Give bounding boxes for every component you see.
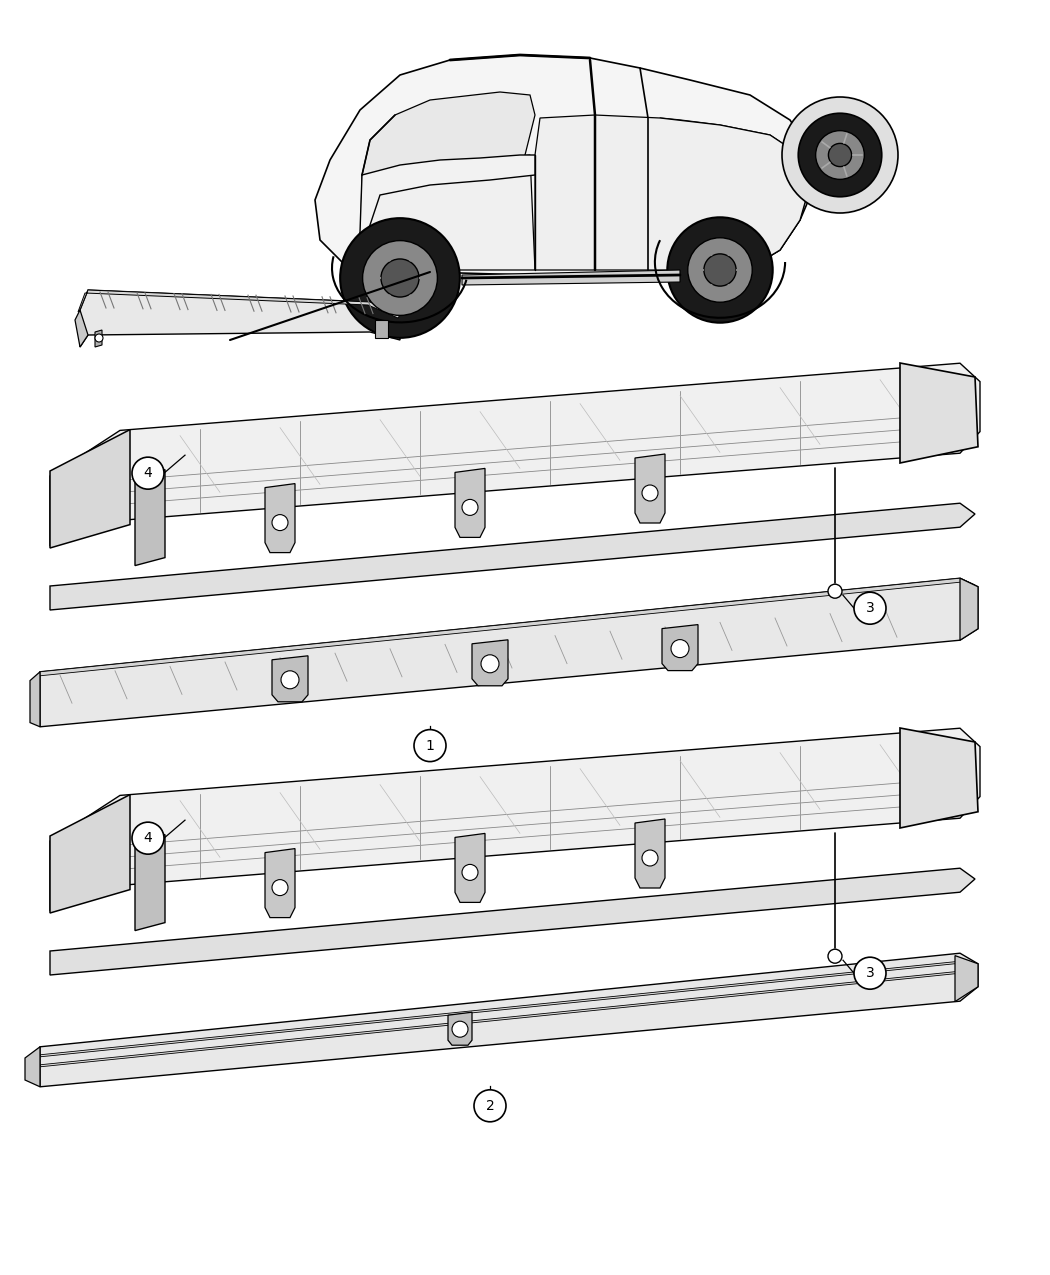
Polygon shape: [30, 672, 40, 727]
Circle shape: [668, 217, 773, 323]
Polygon shape: [50, 363, 980, 546]
Circle shape: [132, 822, 164, 854]
Circle shape: [94, 334, 103, 342]
Polygon shape: [75, 310, 88, 347]
Circle shape: [642, 484, 658, 501]
Polygon shape: [50, 794, 130, 913]
Polygon shape: [50, 728, 980, 912]
Circle shape: [671, 640, 689, 658]
Polygon shape: [25, 1047, 40, 1086]
Polygon shape: [455, 834, 485, 903]
Polygon shape: [40, 961, 961, 1057]
Polygon shape: [40, 954, 978, 1086]
Polygon shape: [536, 115, 810, 270]
Circle shape: [782, 97, 898, 213]
Polygon shape: [40, 578, 975, 676]
Circle shape: [362, 241, 438, 315]
Polygon shape: [50, 504, 975, 609]
Circle shape: [828, 584, 842, 598]
Circle shape: [452, 1021, 468, 1037]
Polygon shape: [455, 468, 485, 537]
Circle shape: [688, 237, 752, 302]
Circle shape: [854, 592, 886, 625]
Circle shape: [132, 458, 164, 490]
Circle shape: [462, 500, 478, 515]
Polygon shape: [265, 849, 295, 918]
Polygon shape: [362, 92, 536, 185]
Circle shape: [704, 254, 736, 286]
Circle shape: [798, 113, 882, 196]
Text: 4: 4: [144, 467, 152, 481]
Circle shape: [281, 671, 299, 688]
Polygon shape: [448, 1012, 472, 1046]
Text: 1: 1: [425, 738, 435, 752]
Polygon shape: [635, 819, 665, 887]
Polygon shape: [360, 156, 536, 270]
Polygon shape: [956, 955, 978, 1002]
Polygon shape: [94, 330, 102, 347]
Circle shape: [462, 864, 478, 881]
Polygon shape: [662, 625, 698, 671]
Circle shape: [272, 515, 288, 530]
Circle shape: [828, 143, 852, 167]
Text: 4: 4: [144, 831, 152, 845]
Polygon shape: [78, 289, 400, 317]
Polygon shape: [375, 320, 388, 338]
Text: 3: 3: [865, 602, 875, 616]
Polygon shape: [900, 363, 978, 463]
Polygon shape: [80, 289, 400, 347]
Text: 3: 3: [865, 966, 875, 980]
Circle shape: [414, 729, 446, 761]
Polygon shape: [272, 655, 308, 701]
Circle shape: [381, 259, 419, 297]
Polygon shape: [315, 55, 815, 278]
Polygon shape: [50, 868, 975, 975]
Circle shape: [816, 130, 864, 180]
Polygon shape: [50, 430, 130, 548]
Circle shape: [474, 1090, 506, 1122]
Circle shape: [340, 218, 460, 338]
Polygon shape: [900, 728, 978, 827]
Circle shape: [272, 880, 288, 895]
Polygon shape: [472, 640, 508, 686]
Polygon shape: [135, 469, 165, 566]
Circle shape: [828, 949, 842, 963]
Text: 2: 2: [485, 1099, 495, 1113]
Circle shape: [481, 655, 499, 673]
Polygon shape: [135, 835, 165, 931]
Polygon shape: [40, 578, 978, 727]
Polygon shape: [635, 454, 665, 523]
Polygon shape: [265, 483, 295, 552]
Polygon shape: [350, 156, 536, 272]
Polygon shape: [462, 270, 680, 286]
Polygon shape: [40, 972, 961, 1067]
Polygon shape: [960, 578, 978, 640]
Polygon shape: [660, 119, 810, 270]
Circle shape: [642, 850, 658, 866]
Circle shape: [854, 958, 886, 989]
